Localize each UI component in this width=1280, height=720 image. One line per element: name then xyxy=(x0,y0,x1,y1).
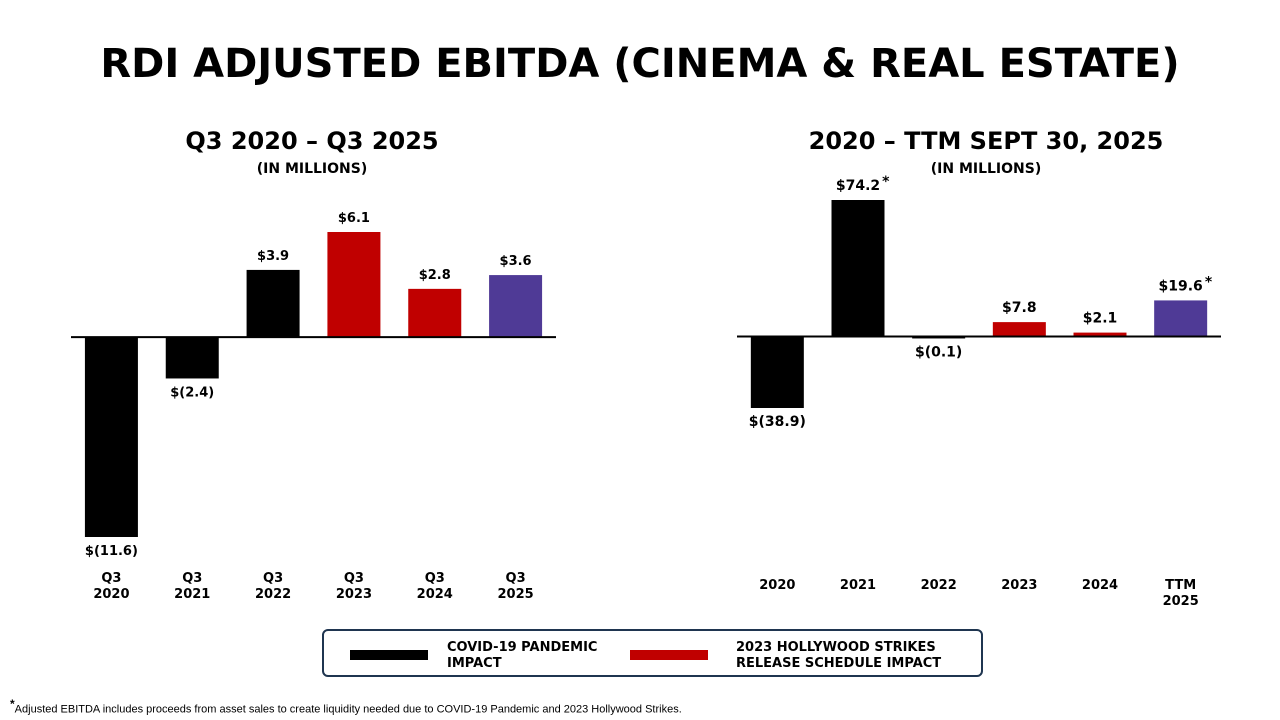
right-data-label-5: $2.1 xyxy=(1083,311,1118,327)
right-bar-4 xyxy=(992,322,1046,337)
legend-label-covid: COVID-19 PANDEMIC IMPACT xyxy=(447,640,598,671)
right-bar-6 xyxy=(1154,300,1208,337)
legend-swatch-covid xyxy=(350,650,428,660)
left-bar-2 xyxy=(165,337,219,379)
left-bar-6 xyxy=(489,275,543,338)
left-data-label-5: $2.8 xyxy=(419,268,451,283)
left-category-label-4: Q3 2023 xyxy=(336,571,372,602)
left-bar-4 xyxy=(327,232,381,338)
right-category-label-4: 2023 xyxy=(1001,578,1037,593)
right-category-label-5: 2024 xyxy=(1082,578,1118,593)
left-category-label-1: Q3 2020 xyxy=(93,571,129,602)
right-data-label-3: $(0.1) xyxy=(915,344,962,360)
left-category-label-3: Q3 2022 xyxy=(255,571,291,602)
footnote: *Adjusted EBITDA includes proceeds from … xyxy=(10,697,682,716)
legend-label-strikes: 2023 HOLLYWOOD STRIKES RELEASE SCHEDULE … xyxy=(736,640,942,671)
right-data-label-1: $(38.9) xyxy=(749,414,806,430)
left-data-label-6: $3.6 xyxy=(500,254,532,269)
right-asterisk-2: * xyxy=(882,174,890,190)
right-asterisk-6: * xyxy=(1205,274,1213,290)
right-category-label-6: TTM 2025 xyxy=(1163,578,1199,609)
left-data-label-2: $(2.4) xyxy=(170,385,214,400)
legend-swatch-strikes xyxy=(630,650,708,660)
right-data-label-4: $7.8 xyxy=(1002,300,1037,316)
left-data-label-4: $6.1 xyxy=(338,211,370,226)
footnote-marker: * xyxy=(10,697,15,711)
left-bar-3 xyxy=(246,269,300,338)
right-chart-subtitle: (IN MILLIONS) xyxy=(930,161,1042,177)
left-chart-title: Q3 2020 – Q3 2025 xyxy=(185,127,439,155)
left-category-label-5: Q3 2024 xyxy=(417,571,453,602)
right-data-label-6: $19.6 xyxy=(1159,278,1203,294)
footnote-text: Adjusted EBITDA includes proceeds from a… xyxy=(14,703,682,716)
left-chart-subtitle: (IN MILLIONS) xyxy=(256,161,368,177)
right-bar-2 xyxy=(831,200,885,337)
left-category-label-2: Q3 2021 xyxy=(174,571,210,602)
right-chart-title: 2020 – TTM SEPT 30, 2025 xyxy=(808,127,1164,155)
right-bar-5 xyxy=(1073,332,1127,337)
right-bar-1 xyxy=(750,336,804,408)
left-bar-1 xyxy=(84,337,138,537)
legend: COVID-19 PANDEMIC IMPACT 2023 HOLLYWOOD … xyxy=(322,629,983,677)
left-category-label-6: Q3 2025 xyxy=(497,571,533,602)
right-data-label-2: $74.2 xyxy=(836,178,880,194)
left-data-label-1: $(11.6) xyxy=(85,544,138,559)
left-bar-5 xyxy=(408,288,462,338)
right-category-label-3: 2022 xyxy=(921,578,957,593)
right-category-label-2: 2021 xyxy=(840,578,876,593)
page-title: RDI ADJUSTED EBITDA (CINEMA & REAL ESTAT… xyxy=(100,41,1180,87)
left-data-label-3: $3.9 xyxy=(257,249,289,264)
right-category-label-1: 2020 xyxy=(759,578,795,593)
